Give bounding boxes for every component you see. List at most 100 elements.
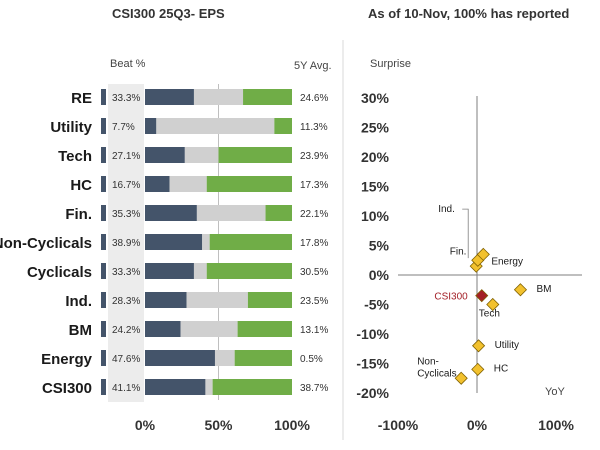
eps-beat-bar-chart: RE 33.3% 24.6% Utility 7.7% 11.3% Tech 27.1% 23.… xyxy=(0,84,328,433)
beat-pct-label: 28.3% xyxy=(112,296,140,307)
bar-miss xyxy=(237,321,292,337)
bar-in-line xyxy=(193,89,244,105)
beat-marker xyxy=(101,234,106,250)
point-label: Fin. xyxy=(450,246,467,257)
leader-line xyxy=(462,208,469,259)
bar-miss xyxy=(218,147,292,163)
beat-marker xyxy=(101,292,106,308)
x-tick-label: 0% xyxy=(135,417,156,433)
bar-miss xyxy=(265,205,292,221)
avg-5y-label: 23.9% xyxy=(300,151,328,162)
scatter-point xyxy=(454,371,468,385)
beat-pct-label: 35.3% xyxy=(112,209,140,220)
category-label: Energy xyxy=(41,351,93,368)
category-label: Cyclicals xyxy=(27,264,92,281)
beat-marker xyxy=(101,205,106,221)
beat-pct-label: 33.3% xyxy=(112,267,140,278)
point-label: HC xyxy=(494,363,508,374)
bar-beat xyxy=(145,176,170,192)
beat-pct-label: 24.2% xyxy=(112,325,140,336)
bar-in-line xyxy=(196,205,266,221)
point-label: BM xyxy=(536,284,551,295)
point-label: Energy xyxy=(491,256,523,267)
avg-5y-label: 30.5% xyxy=(300,267,328,278)
avg-5y-label: 0.5% xyxy=(300,354,323,365)
avg-5y-label: 17.3% xyxy=(300,180,328,191)
y-tick-label: -5% xyxy=(364,297,389,313)
scatter-point xyxy=(475,289,489,303)
point-label: CSI300 xyxy=(434,292,468,303)
y-tick-label: 5% xyxy=(369,238,390,254)
bar-in-line xyxy=(193,263,207,279)
avg-5y-label: 24.6% xyxy=(300,93,328,104)
bar-beat xyxy=(145,321,181,337)
category-label: Non-Cyclicals xyxy=(0,235,92,252)
bar-beat xyxy=(145,350,215,366)
bar-beat xyxy=(145,205,197,221)
y-tick-label: -20% xyxy=(356,385,389,401)
category-label: Ind. xyxy=(65,293,92,310)
beat-pct-label: 27.1% xyxy=(112,151,140,162)
bar-miss xyxy=(206,263,292,279)
bar-beat xyxy=(145,234,203,250)
surprise-axis-label: Surprise xyxy=(370,58,411,70)
five-year-avg-header: 5Y Avg. xyxy=(294,60,332,72)
bar-miss xyxy=(212,379,292,395)
beat-pct-label: 41.1% xyxy=(112,383,140,394)
x-tick-label: 0% xyxy=(467,417,488,433)
avg-5y-label: 11.3% xyxy=(300,122,328,133)
bar-miss xyxy=(209,234,292,250)
bar-beat xyxy=(145,379,206,395)
bar-miss xyxy=(247,292,292,308)
x-tick-label: 50% xyxy=(204,417,233,433)
beat-marker xyxy=(101,321,106,337)
beat-marker xyxy=(101,118,106,134)
bar-miss xyxy=(274,118,292,134)
category-label: BM xyxy=(69,322,92,339)
bar-in-line xyxy=(202,234,210,250)
category-label: Tech xyxy=(58,148,92,165)
beat-pct-label: 47.6% xyxy=(112,354,140,365)
beat-pct-label: 38.9% xyxy=(112,238,140,249)
beat-pct-header: Beat % xyxy=(110,58,146,70)
bar-in-line xyxy=(184,147,219,163)
bar-in-line xyxy=(169,176,207,192)
avg-5y-label: 38.7% xyxy=(300,383,328,394)
beat-marker xyxy=(101,263,106,279)
bar-beat xyxy=(145,147,185,163)
y-tick-label: 20% xyxy=(361,149,390,165)
scatter-point xyxy=(476,247,490,261)
beat-marker xyxy=(101,147,106,163)
beat-marker xyxy=(101,176,106,192)
bar-miss xyxy=(243,89,292,105)
beat-pct-label: 16.7% xyxy=(112,180,140,191)
bar-in-line xyxy=(186,292,248,308)
bar-in-line xyxy=(180,321,238,337)
bar-beat xyxy=(145,118,157,134)
y-tick-label: 25% xyxy=(361,120,390,136)
y-tick-label: 0% xyxy=(369,267,390,283)
beat-pct-label: 33.3% xyxy=(112,93,140,104)
beat-marker xyxy=(101,350,106,366)
category-label: CSI300 xyxy=(42,380,92,397)
right-chart-title: As of 10-Nov, 100% has reported xyxy=(368,6,570,21)
scatter-point xyxy=(472,339,486,353)
point-label: Utility xyxy=(495,340,519,351)
bar-beat xyxy=(145,89,194,105)
bar-miss xyxy=(206,176,292,192)
scatter-point xyxy=(513,283,528,297)
avg-5y-label: 22.1% xyxy=(300,209,328,220)
category-label: HC xyxy=(70,177,92,194)
bar-miss xyxy=(234,350,292,366)
point-label: Non-Cyclicals xyxy=(417,356,456,379)
y-tick-label: 15% xyxy=(361,179,390,195)
bar-beat xyxy=(145,292,187,308)
scatter-point xyxy=(471,362,485,376)
beat-marker xyxy=(101,89,106,105)
y-tick-label: 30% xyxy=(361,90,390,106)
bar-in-line xyxy=(205,379,213,395)
bar-beat xyxy=(145,263,194,279)
y-tick-label: 10% xyxy=(361,208,390,224)
left-chart-title: CSI300 25Q3- EPS xyxy=(112,6,225,21)
